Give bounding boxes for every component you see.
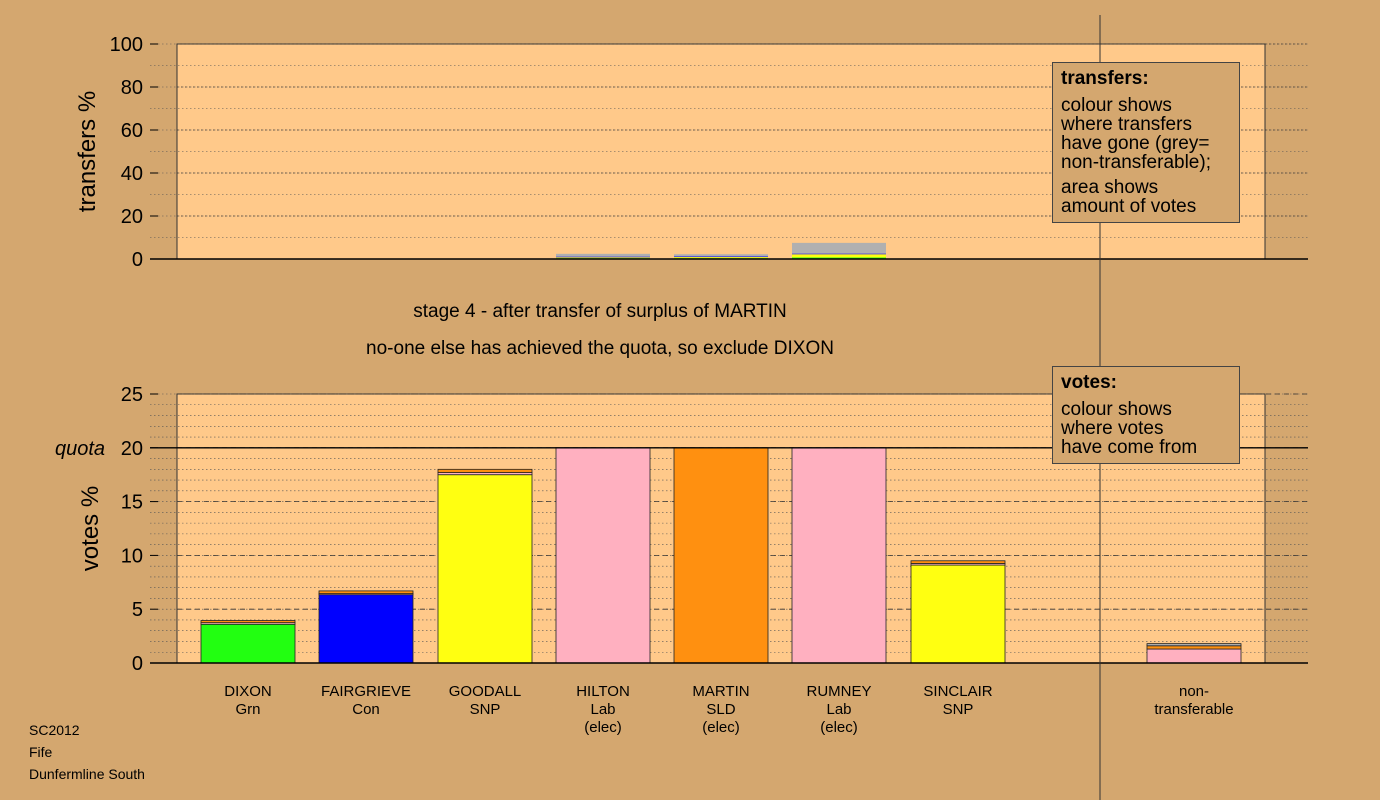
votes-tick-label: 10	[121, 545, 143, 567]
category-label-fairgrieve: FAIRGRIEVE	[321, 683, 411, 700]
votes-bar-fairgrieve-con	[318, 594, 414, 664]
transfers-bar-hilton-con	[556, 256, 650, 258]
footer: SC2012 Fife Dunfermline South	[29, 719, 145, 785]
transfers-bar-martin-snp	[674, 257, 768, 259]
votes-bar-goodall-sld	[437, 468, 533, 473]
votes-bar-dixon-grn	[200, 623, 296, 664]
footer-election: SC2012	[29, 722, 80, 738]
votes-tick-label: 20	[121, 438, 143, 460]
transfers-bar-martin-con	[674, 256, 768, 258]
transfers-legend-text-area: area shows amount of votes	[1061, 177, 1197, 217]
transfers-bar-rumney-grn	[792, 257, 886, 259]
stage-caption: stage 4 - after transfer of surplus of M…	[413, 301, 787, 322]
transfers-legend-title: transfers:	[1061, 68, 1149, 89]
votes-bar-non-transferable-lab	[1146, 648, 1242, 664]
transfers-bar-rumney-nontransferable	[792, 242, 886, 254]
transfers-tick-label: 100	[110, 34, 143, 56]
category-label-sinclair: SNP	[943, 701, 974, 718]
votes-tick-label: 25	[121, 384, 143, 406]
category-label-dixon: DIXON	[224, 683, 272, 700]
transfers-legend-text-colour: colour shows where transfers have gone (…	[1061, 95, 1211, 173]
category-label-non-transferable: transferable	[1154, 701, 1233, 718]
votes-bar-rumney-lab	[791, 447, 887, 664]
transfers-tick-label: 40	[121, 163, 143, 185]
transfers-y-axis-label: transfers %	[74, 91, 101, 212]
votes-bar-hilton-lab	[555, 447, 651, 664]
category-label-hilton: (elec)	[584, 719, 622, 736]
votes-tick-label: 15	[121, 492, 143, 514]
votes-bar-non-transferable-nontransferable	[1146, 643, 1242, 647]
transfers-legend: transfers: colour shows where transfers …	[1052, 62, 1240, 223]
category-label-hilton: Lab	[590, 701, 615, 718]
transfers-tick-label: 20	[121, 206, 143, 228]
category-label-goodall: SNP	[470, 701, 501, 718]
transfers-bar-rumney-con	[792, 253, 886, 255]
votes-y-axis-label: votes %	[77, 486, 104, 571]
votes-legend: votes: colour shows where votes have com…	[1052, 366, 1240, 464]
category-label-rumney: RUMNEY	[806, 683, 871, 700]
transfers-tick-label: 80	[121, 77, 143, 99]
category-label-martin: SLD	[706, 701, 735, 718]
category-label-sinclair: SINCLAIR	[923, 683, 992, 700]
footer-ward: Dunfermline South	[29, 766, 145, 782]
votes-tick-label: 5	[132, 599, 143, 621]
transfers-bar-martin-nontransferable	[674, 254, 768, 257]
category-label-goodall: GOODALL	[449, 683, 522, 700]
transfers-bar-rumney-snp	[792, 254, 886, 258]
category-label-martin: (elec)	[702, 719, 740, 736]
category-label-dixon: Grn	[235, 701, 260, 718]
exclusion-caption: no-one else has achieved the quota, so e…	[366, 338, 834, 359]
votes-bar-sinclair-sld	[910, 560, 1006, 564]
category-label-rumney: (elec)	[820, 719, 858, 736]
category-label-rumney: Lab	[826, 701, 851, 718]
transfers-tick-label: 60	[121, 120, 143, 142]
category-label-non-transferable: non-	[1179, 683, 1209, 700]
votes-bar-fairgrieve-sld	[318, 590, 414, 594]
transfers-tick-label: 0	[132, 249, 143, 271]
category-label-martin: MARTIN	[692, 683, 749, 700]
votes-legend-title: votes:	[1061, 372, 1117, 393]
votes-bar-sinclair-snp	[910, 564, 1006, 664]
transfers-bar-hilton-nontransferable	[556, 253, 650, 257]
footer-council: Fife	[29, 744, 53, 760]
votes-bar-goodall-snp	[437, 474, 533, 664]
votes-bar-dixon-sld	[200, 620, 296, 624]
category-label-hilton: HILTON	[576, 683, 630, 700]
category-label-fairgrieve: Con	[352, 701, 380, 718]
votes-legend-text: colour shows where votes have come from	[1061, 399, 1198, 458]
votes-bar-non-transferable-sld	[1146, 645, 1242, 650]
votes-tick-label: 0	[132, 653, 143, 675]
transfers-bar-hilton-snp	[556, 257, 650, 259]
quota-label: quota	[55, 438, 105, 460]
votes-bar-martin-sld	[673, 447, 769, 664]
